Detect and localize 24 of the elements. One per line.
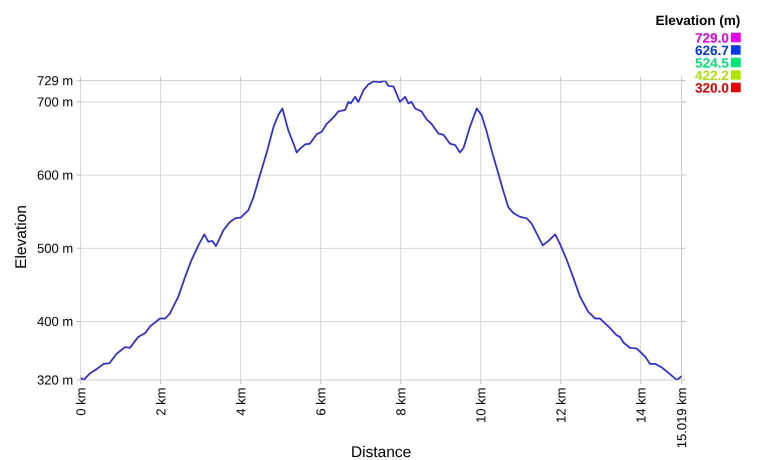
y-tick-label: 600 m bbox=[38, 170, 72, 180]
x-tick-label: 12 km bbox=[556, 388, 566, 422]
x-tick-label: 6 km bbox=[316, 388, 326, 416]
color-bar-label: 729.0 bbox=[696, 33, 728, 43]
y-tick-label: 400 m bbox=[37, 316, 72, 326]
color-bar-label: 524.5 bbox=[695, 58, 728, 68]
x-tick-label: 2 km bbox=[156, 388, 166, 416]
color-bar-label: 422.2 bbox=[695, 70, 728, 80]
color-bar-label: 320.0 bbox=[695, 83, 728, 93]
x-tick-label: 4 km bbox=[236, 388, 246, 416]
x-tick-label: 10 km bbox=[476, 388, 486, 422]
y-axis-title: Elevation bbox=[14, 206, 26, 268]
color-bar-label: 626.7 bbox=[696, 46, 728, 56]
x-tick-label: 15.019 km bbox=[676, 388, 686, 448]
x-tick-label: 0 km bbox=[76, 388, 86, 416]
y-tick-label: 500 m bbox=[38, 244, 72, 253]
x-axis-title: Distance bbox=[352, 446, 411, 458]
y-tick-label: 729 m bbox=[38, 76, 72, 86]
color-bar-title: Elevation (m) bbox=[656, 15, 740, 28]
x-tick-label: 8 km bbox=[396, 388, 406, 416]
x-tick-label: 14 km bbox=[636, 388, 646, 422]
y-tick-label: 700 m bbox=[38, 97, 72, 107]
y-tick-label: 320 m bbox=[38, 375, 72, 385]
line-series bbox=[80, 80, 682, 380]
